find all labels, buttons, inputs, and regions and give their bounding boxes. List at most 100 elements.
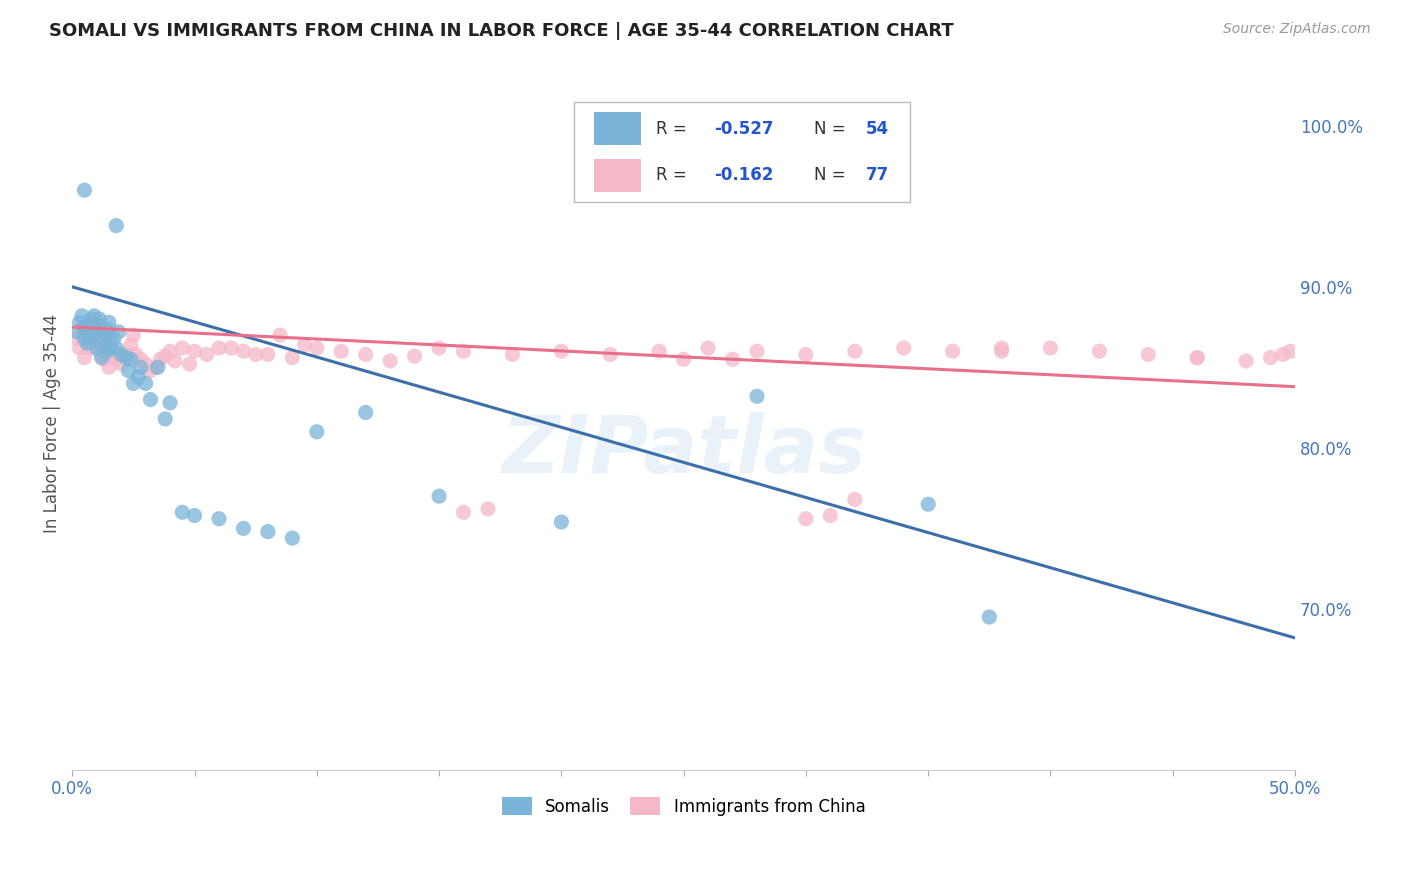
Point	[149, 352, 172, 367]
Point	[159, 344, 181, 359]
Point	[96, 344, 118, 359]
Point	[73, 351, 96, 365]
Point	[96, 325, 118, 339]
Point	[135, 376, 157, 391]
Point	[100, 344, 122, 359]
Point	[120, 338, 142, 352]
Point	[80, 336, 103, 351]
Point	[86, 341, 108, 355]
Point	[86, 341, 108, 355]
Point	[110, 357, 132, 371]
Text: Source: ZipAtlas.com: Source: ZipAtlas.com	[1223, 22, 1371, 37]
Point	[208, 512, 231, 526]
Point	[990, 341, 1012, 355]
Text: N =: N =	[814, 120, 852, 137]
Point	[76, 325, 98, 339]
Point	[844, 344, 866, 359]
Text: ZIPatlas: ZIPatlas	[501, 412, 866, 491]
Point	[122, 328, 145, 343]
Point	[599, 347, 621, 361]
Point	[257, 347, 280, 361]
Point	[79, 331, 101, 345]
Point	[354, 405, 377, 419]
Text: SOMALI VS IMMIGRANTS FROM CHINA IN LABOR FORCE | AGE 35-44 CORRELATION CHART: SOMALI VS IMMIGRANTS FROM CHINA IN LABOR…	[49, 22, 953, 40]
Point	[105, 341, 128, 355]
Point	[1234, 354, 1257, 368]
Point	[648, 344, 671, 359]
Point	[721, 352, 744, 367]
Point	[80, 312, 103, 326]
Point	[115, 351, 138, 365]
Point	[599, 186, 621, 201]
Point	[917, 497, 939, 511]
Point	[80, 328, 103, 343]
Point	[183, 508, 205, 523]
Point	[1137, 347, 1160, 361]
Point	[103, 347, 125, 361]
Text: R =: R =	[655, 166, 692, 185]
Point	[232, 344, 254, 359]
Point	[66, 331, 89, 345]
Point	[1185, 351, 1208, 365]
Point	[245, 347, 267, 361]
Point	[76, 328, 98, 343]
Point	[1185, 351, 1208, 365]
Text: -0.527: -0.527	[714, 120, 773, 137]
Text: 77: 77	[866, 166, 889, 185]
Point	[427, 489, 450, 503]
Point	[172, 341, 194, 355]
Text: N =: N =	[814, 166, 852, 185]
Text: 54: 54	[866, 120, 889, 137]
Point	[90, 347, 112, 361]
Point	[70, 309, 93, 323]
Y-axis label: In Labor Force | Age 35-44: In Labor Force | Age 35-44	[44, 314, 60, 533]
Point	[281, 531, 304, 545]
Point	[107, 325, 129, 339]
Point	[105, 352, 128, 367]
Point	[1260, 351, 1282, 365]
Point	[893, 341, 915, 355]
Point	[195, 347, 218, 361]
Point	[139, 363, 162, 377]
Point	[83, 309, 105, 323]
Point	[378, 354, 401, 368]
Point	[129, 360, 152, 375]
Point	[97, 331, 120, 345]
Point	[73, 183, 96, 197]
Point	[122, 376, 145, 391]
Point	[83, 328, 105, 343]
Point	[105, 219, 128, 233]
Point	[794, 512, 817, 526]
Point	[1039, 341, 1062, 355]
Point	[794, 347, 817, 361]
Point	[89, 318, 111, 333]
Point	[125, 347, 148, 361]
Point	[100, 341, 122, 355]
Bar	[595, 112, 641, 145]
Point	[163, 354, 186, 368]
Point	[179, 357, 201, 371]
Point	[697, 341, 720, 355]
Point	[501, 347, 523, 361]
Point	[232, 521, 254, 535]
Text: R =: R =	[655, 120, 692, 137]
Point	[76, 336, 98, 351]
Point	[979, 610, 1001, 624]
Point	[453, 344, 475, 359]
Point	[90, 351, 112, 365]
Point	[354, 347, 377, 361]
Point	[129, 352, 152, 367]
Point	[745, 344, 768, 359]
Point	[89, 312, 111, 326]
Point	[96, 321, 118, 335]
Point	[153, 349, 176, 363]
Point	[219, 341, 242, 355]
Point	[153, 412, 176, 426]
Point	[745, 389, 768, 403]
Point	[115, 347, 138, 361]
Point	[281, 351, 304, 365]
Point	[103, 331, 125, 345]
Point	[73, 331, 96, 345]
Point	[93, 331, 115, 345]
Point	[86, 325, 108, 339]
